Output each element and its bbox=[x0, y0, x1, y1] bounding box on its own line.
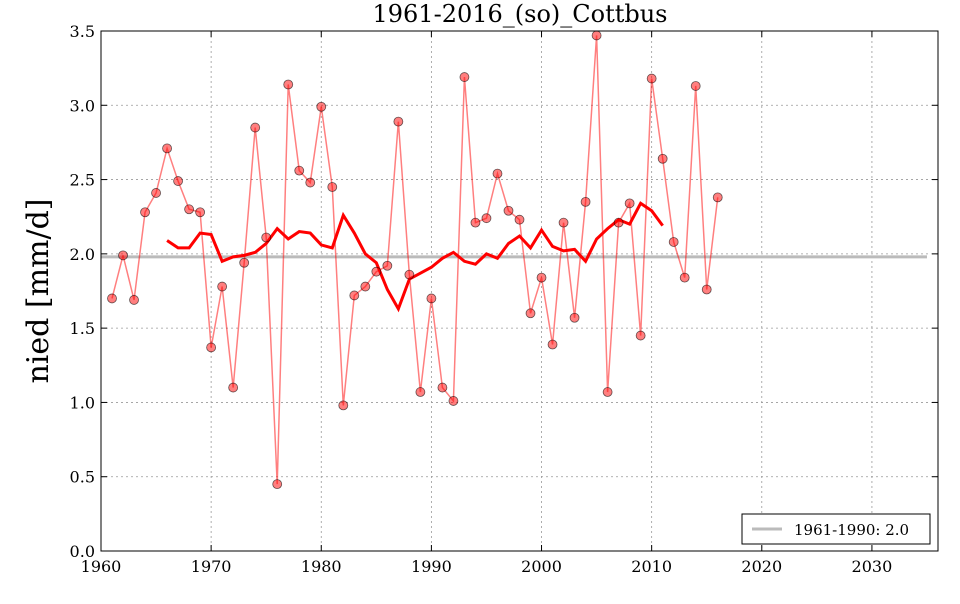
data-point bbox=[107, 293, 117, 304]
data-point bbox=[272, 479, 283, 490]
data-point bbox=[382, 260, 393, 271]
chart-title: 1961-2016_(so)_Cottbus bbox=[373, 0, 668, 28]
data-point bbox=[492, 168, 503, 179]
data-point bbox=[426, 293, 437, 304]
y-tick-label: 0.0 bbox=[70, 542, 95, 561]
y-tick-label: 1.0 bbox=[70, 393, 95, 412]
y-tick-label: 2.5 bbox=[70, 171, 95, 190]
data-point bbox=[646, 73, 657, 84]
data-point bbox=[470, 217, 481, 228]
x-tick-label: 2000 bbox=[521, 557, 562, 576]
data-point bbox=[712, 192, 723, 203]
y-tick-label: 1.5 bbox=[70, 319, 95, 338]
data-point bbox=[591, 30, 602, 41]
data-point bbox=[118, 250, 128, 261]
y-tick-label: 0.5 bbox=[70, 468, 95, 487]
data-point bbox=[679, 272, 690, 283]
data-point bbox=[602, 387, 613, 397]
data-point bbox=[129, 295, 139, 305]
x-tick-label: 2020 bbox=[741, 557, 782, 576]
legend: 1961-1990: 2.0 bbox=[741, 513, 931, 545]
data-point bbox=[569, 312, 580, 323]
data-point bbox=[162, 143, 172, 154]
data-point bbox=[701, 284, 712, 295]
data-point bbox=[580, 196, 591, 207]
data-point bbox=[184, 204, 195, 215]
moving-average-line bbox=[166, 201, 664, 313]
x-tick-label: 2010 bbox=[631, 557, 672, 576]
data-point bbox=[503, 205, 514, 216]
y-tick-label: 3.5 bbox=[70, 22, 95, 41]
grid bbox=[100, 30, 938, 552]
data-point bbox=[525, 308, 536, 319]
data-point bbox=[173, 176, 183, 186]
data-point bbox=[481, 213, 492, 224]
data-point bbox=[459, 72, 470, 82]
data-point bbox=[635, 330, 646, 341]
data-point bbox=[514, 214, 525, 225]
data-point bbox=[536, 272, 547, 283]
data-point bbox=[261, 232, 272, 243]
x-tick-label: 1970 bbox=[191, 557, 232, 576]
data-point bbox=[415, 387, 426, 397]
data-point bbox=[195, 207, 206, 218]
data-point bbox=[316, 101, 327, 112]
data-point bbox=[151, 188, 161, 198]
data-point bbox=[690, 81, 701, 91]
data-point bbox=[283, 79, 294, 90]
y-axis-label: nied [mm/d] bbox=[21, 198, 56, 383]
data-point bbox=[448, 396, 459, 406]
x-tick-label: 1990 bbox=[411, 557, 452, 576]
plot-frame bbox=[100, 30, 939, 552]
data-point bbox=[250, 122, 261, 133]
y-tick-label: 3.0 bbox=[70, 96, 95, 115]
data-point bbox=[349, 290, 360, 301]
data-point bbox=[437, 382, 448, 393]
data-point bbox=[547, 339, 558, 350]
data-point bbox=[338, 400, 349, 411]
data-point bbox=[657, 153, 668, 164]
data-point bbox=[360, 281, 371, 292]
annual-series-line bbox=[111, 35, 719, 485]
data-point bbox=[206, 342, 217, 353]
data-point bbox=[404, 269, 415, 280]
data-point bbox=[371, 266, 382, 277]
data-point bbox=[228, 382, 239, 393]
data-point bbox=[294, 165, 305, 176]
ticks: 1960 1970 1980 1990 2000 2010 2020 2030 0.0 0.5 1.… bbox=[70, 22, 938, 576]
data-point bbox=[217, 281, 228, 292]
data-point bbox=[327, 182, 338, 192]
data-point bbox=[239, 257, 250, 268]
data-point bbox=[305, 177, 316, 188]
data-point bbox=[140, 207, 150, 218]
y-tick-label: 2.0 bbox=[70, 245, 95, 264]
data-point bbox=[393, 116, 404, 127]
x-tick-label: 1960 bbox=[81, 557, 122, 576]
legend-entry: 1961-1990: 2.0 bbox=[794, 521, 909, 539]
data-point bbox=[613, 217, 624, 228]
data-point bbox=[668, 237, 679, 247]
data-point bbox=[624, 198, 635, 209]
x-tick-label: 1980 bbox=[301, 557, 342, 576]
marks bbox=[101, 30, 927, 490]
x-tick-label: 2030 bbox=[852, 557, 893, 576]
data-point bbox=[558, 217, 569, 228]
